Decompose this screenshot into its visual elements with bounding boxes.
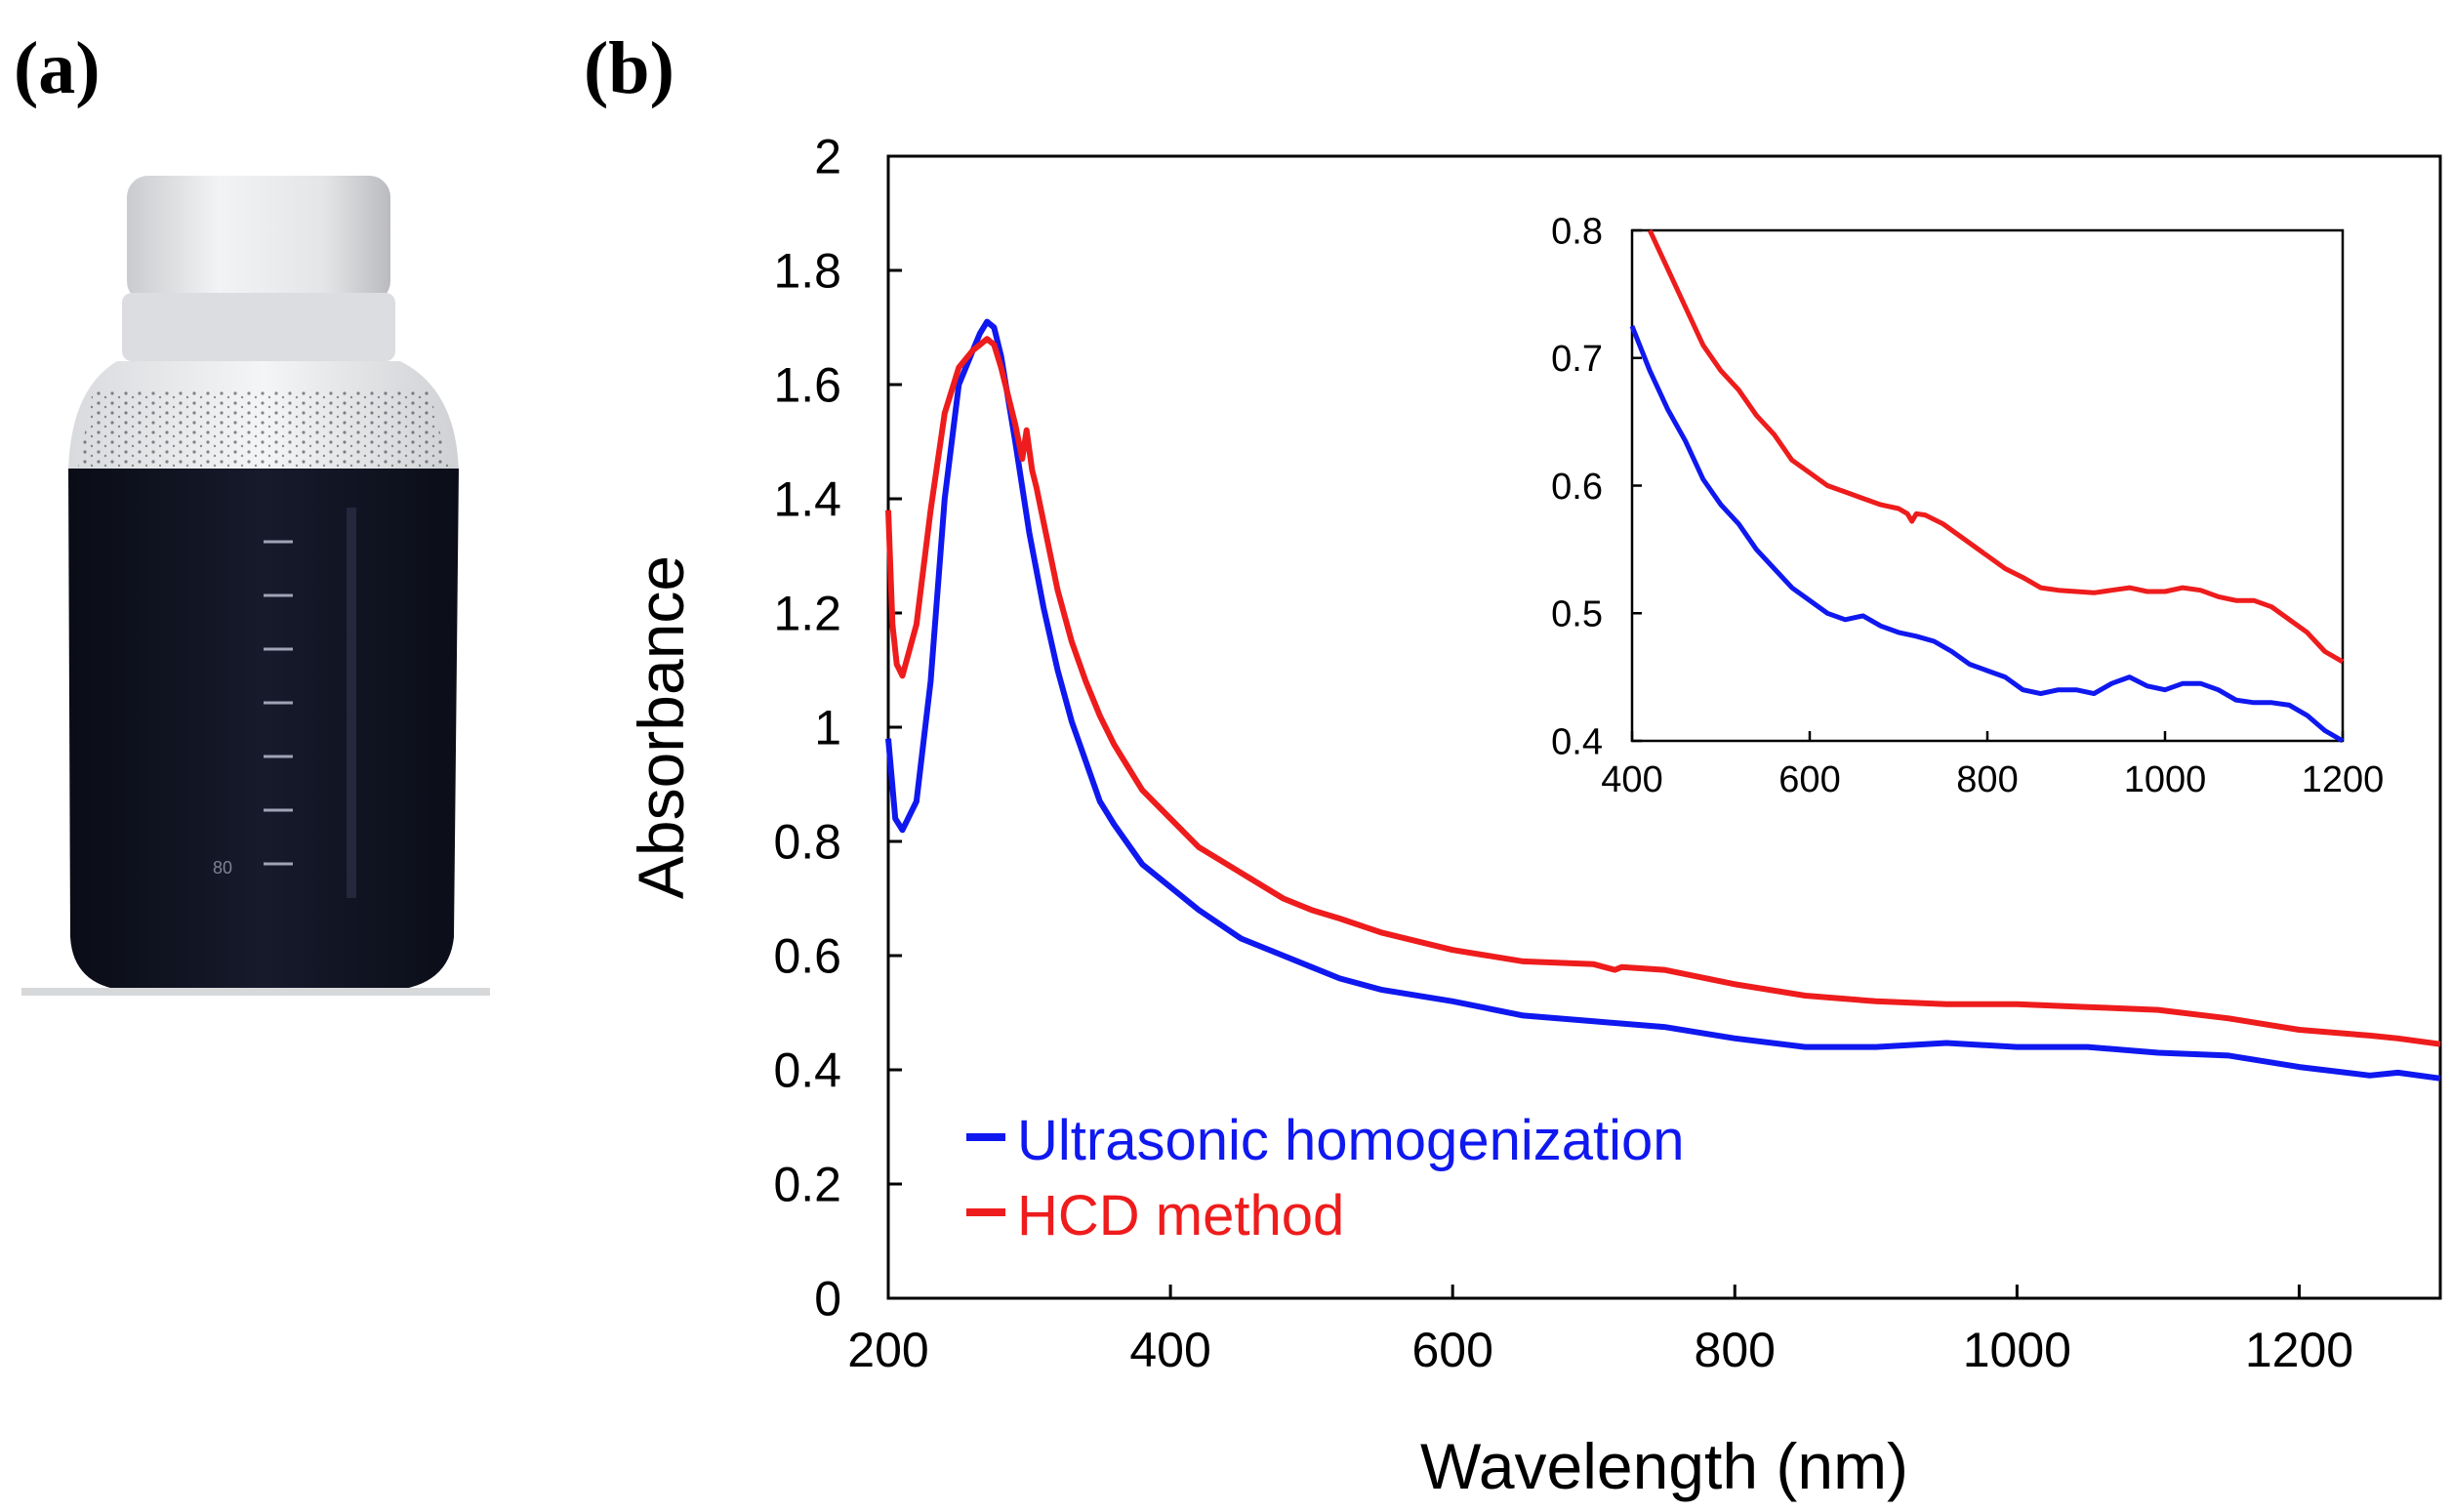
inset-y-tick-label: 0.4	[1551, 721, 1603, 762]
main-x-tick-label: 400	[1129, 1323, 1210, 1377]
inset-y-ticks: 0.4 0.5 0.6 0.7 0.8	[1551, 211, 1642, 762]
legend-label-ultrasonic: Ultrasonic homogenization	[1017, 1109, 1684, 1172]
bottle-speckles	[78, 390, 449, 469]
inset-series-line-ultrasonic	[1629, 325, 2345, 744]
inset-x-tick-label: 1000	[2124, 759, 2207, 800]
graduation-marks	[264, 540, 293, 866]
main-y-tick-label: 1.4	[773, 472, 841, 527]
main-x-ticks: 200 400 600 800 1000 1200	[847, 1285, 2353, 1377]
inset-x-ticks: 400 600 800 1000 1200	[1601, 731, 2384, 800]
main-x-tick-label: 1000	[1963, 1323, 2071, 1377]
bottle-base	[21, 988, 490, 996]
main-x-tick-label: 800	[1695, 1323, 1776, 1377]
main-y-tick-label: 1.8	[773, 244, 841, 299]
inset-y-tick-label: 0.8	[1551, 211, 1603, 252]
main-y-tick-label: 1.6	[773, 358, 841, 413]
legend-label-hcd: HCD method	[1017, 1184, 1344, 1247]
main-x-tick-label: 200	[847, 1323, 928, 1377]
main-y-tick-label: 0.6	[773, 929, 841, 984]
main-y-tick-label: 0.4	[773, 1043, 841, 1098]
main-y-tick-label: 1	[814, 701, 841, 756]
main-y-tick-label: 2	[814, 130, 841, 184]
legend: Ultrasonic homogenization HCD method	[966, 1109, 1684, 1247]
main-series-line-hcd	[885, 336, 2441, 1047]
bottle-liquid	[68, 469, 459, 991]
bottle-highlight	[347, 508, 356, 898]
bottle-cap	[127, 176, 390, 303]
inset-series-line-hcd	[1647, 228, 2345, 665]
main-y-tick-label: 0.2	[773, 1158, 841, 1212]
main-y-tick-label: 1.2	[773, 587, 841, 641]
main-y-axis-label: Absorbance	[625, 555, 697, 899]
panel-label-b: (b)	[584, 27, 674, 109]
main-x-axis-label: Wavelength (nm)	[1420, 1430, 1908, 1502]
inset-x-tick-label: 800	[1956, 759, 2018, 800]
main-x-tick-label: 600	[1411, 1323, 1492, 1377]
inset-x-tick-label: 1200	[2302, 759, 2385, 800]
inset-y-tick-label: 0.7	[1551, 339, 1603, 380]
inset-series	[1629, 228, 2345, 744]
inset-x-tick-label: 400	[1601, 759, 1662, 800]
inset-plot-area	[1630, 228, 2345, 743]
main-y-tick-label: 0.8	[773, 815, 841, 870]
main-y-tick-label: 0	[814, 1272, 841, 1327]
main-y-ticks: 0 0.2 0.4 0.6 0.8 1 1.2 1.4 1.6 1.8 2	[773, 130, 902, 1327]
bottle-cap-band	[122, 293, 395, 361]
main-x-tick-label: 1200	[2245, 1323, 2353, 1377]
main-series	[885, 318, 2441, 1082]
inset-y-tick-label: 0.5	[1551, 594, 1603, 635]
bottle-photo: 80	[21, 176, 490, 996]
inset-y-tick-label: 0.6	[1551, 467, 1603, 508]
graduation-label: 80	[213, 858, 232, 878]
inset-x-tick-label: 600	[1778, 759, 1840, 800]
panel-label-a: (a)	[14, 27, 101, 109]
